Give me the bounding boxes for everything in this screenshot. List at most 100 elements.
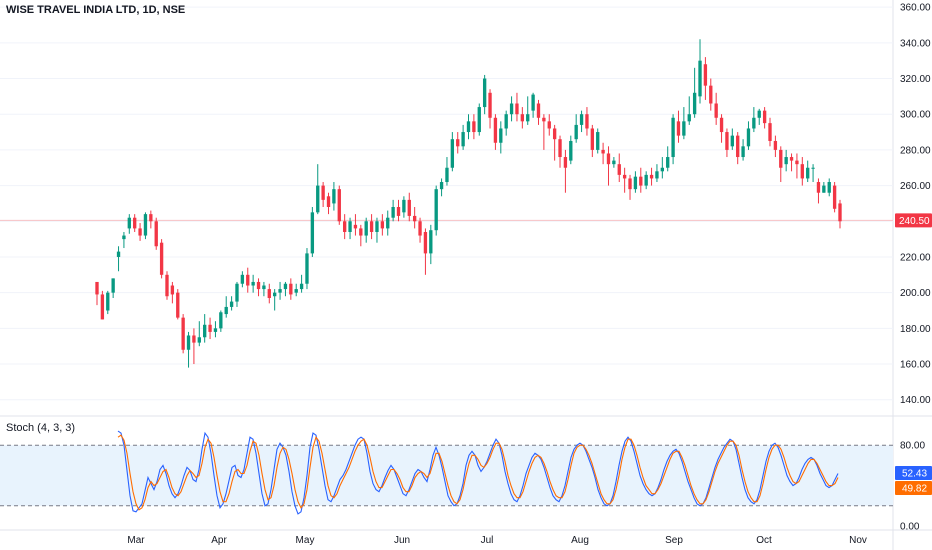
candle-body bbox=[482, 78, 487, 108]
candle-body bbox=[698, 60, 702, 97]
candle-body bbox=[127, 217, 131, 229]
candle-body bbox=[165, 274, 169, 297]
candle-body bbox=[746, 128, 751, 147]
price-tick-label: 320.00 bbox=[900, 74, 931, 85]
price-tick-label: 180.00 bbox=[900, 324, 931, 335]
candle-body bbox=[762, 110, 767, 124]
candle-body bbox=[219, 312, 223, 329]
candle-body bbox=[100, 294, 105, 320]
candle-body bbox=[159, 242, 164, 275]
candle-body bbox=[256, 281, 261, 290]
candle-body bbox=[439, 182, 444, 190]
candle-body bbox=[289, 283, 293, 295]
stoch-title: Stoch (4, 3, 3) bbox=[6, 422, 76, 434]
candle-body bbox=[520, 114, 525, 122]
candle-body bbox=[224, 306, 228, 315]
candle-body bbox=[655, 171, 659, 179]
last-price-badge bbox=[895, 213, 932, 228]
x-axis-label: Jul bbox=[481, 535, 494, 546]
candle-body bbox=[111, 278, 115, 293]
candle-body bbox=[369, 221, 374, 232]
candle-body bbox=[795, 160, 799, 165]
candle-body bbox=[122, 235, 126, 240]
candle-body bbox=[186, 335, 191, 350]
candle-body bbox=[714, 103, 718, 118]
candle-body bbox=[450, 139, 455, 168]
candle-body bbox=[547, 121, 551, 129]
candle-body bbox=[262, 285, 266, 290]
stoch-tick-label: 0.00 bbox=[900, 521, 920, 532]
candle-body bbox=[203, 324, 207, 338]
candle-body bbox=[229, 301, 234, 307]
candle-body bbox=[816, 182, 821, 193]
candle-body bbox=[692, 92, 697, 115]
candle-body bbox=[412, 215, 417, 222]
candle-body bbox=[359, 228, 363, 236]
candle-body bbox=[299, 283, 304, 290]
candle-body bbox=[622, 174, 627, 179]
candle-body bbox=[176, 292, 180, 318]
candle-body bbox=[466, 121, 471, 133]
candle-body bbox=[407, 199, 411, 216]
candle-body bbox=[342, 221, 347, 232]
candle-body bbox=[736, 135, 740, 158]
candle-body bbox=[423, 231, 428, 254]
candle-body bbox=[154, 221, 158, 247]
candle-body bbox=[429, 230, 433, 254]
candle-body bbox=[741, 146, 745, 158]
price-tick-label: 260.00 bbox=[900, 181, 931, 192]
candle-body bbox=[617, 164, 621, 175]
price-tick-label: 300.00 bbox=[900, 110, 931, 121]
candle-body bbox=[386, 217, 390, 229]
price-tick-label: 200.00 bbox=[900, 288, 931, 299]
candle-body bbox=[612, 160, 616, 165]
candle-body bbox=[504, 114, 508, 129]
candle-body bbox=[585, 114, 589, 129]
candle-body bbox=[832, 185, 837, 209]
candle-body bbox=[752, 117, 756, 129]
candle-body bbox=[768, 123, 772, 141]
price-tick-label: 160.00 bbox=[900, 360, 931, 371]
stoch-k-line bbox=[117, 430, 839, 515]
candle-body bbox=[649, 174, 654, 179]
stoch-d-value: 49.82 bbox=[902, 484, 927, 495]
candle-body bbox=[757, 110, 761, 118]
candle-body bbox=[515, 103, 519, 115]
candle-body bbox=[827, 182, 831, 193]
candle-body bbox=[526, 114, 530, 122]
candle-body bbox=[574, 124, 578, 140]
candle-body bbox=[375, 221, 379, 232]
candle-body bbox=[660, 167, 664, 172]
x-axis-label: Jun bbox=[394, 535, 410, 546]
x-axis-label: Aug bbox=[571, 535, 589, 546]
candle-body bbox=[569, 140, 573, 161]
candle-body bbox=[666, 157, 670, 168]
candle-body bbox=[472, 121, 476, 133]
price-tick-label: 280.00 bbox=[900, 145, 931, 156]
candle-body bbox=[348, 221, 352, 232]
price-tick-label: 340.00 bbox=[900, 38, 931, 49]
candle-body bbox=[682, 121, 686, 136]
candle-body bbox=[316, 185, 320, 213]
candle-body bbox=[563, 157, 568, 168]
candle-body bbox=[418, 221, 422, 236]
candle-body bbox=[310, 212, 315, 254]
candle-body bbox=[606, 153, 611, 165]
x-axis-label: Mar bbox=[127, 535, 145, 546]
x-axis-label: May bbox=[296, 535, 315, 546]
candle-body bbox=[332, 189, 336, 204]
x-axis-label: Apr bbox=[211, 535, 227, 546]
candle-body bbox=[321, 185, 325, 200]
candle-body bbox=[149, 214, 153, 222]
candle-body bbox=[294, 289, 298, 293]
candle-body bbox=[197, 337, 201, 343]
candle-body bbox=[326, 196, 331, 207]
stoch-tick-label: 80.00 bbox=[900, 441, 925, 452]
candle-body bbox=[499, 128, 503, 143]
candle-body bbox=[800, 164, 804, 179]
candle-body bbox=[181, 317, 185, 350]
candle-body bbox=[784, 157, 788, 165]
candle-body bbox=[364, 221, 368, 236]
